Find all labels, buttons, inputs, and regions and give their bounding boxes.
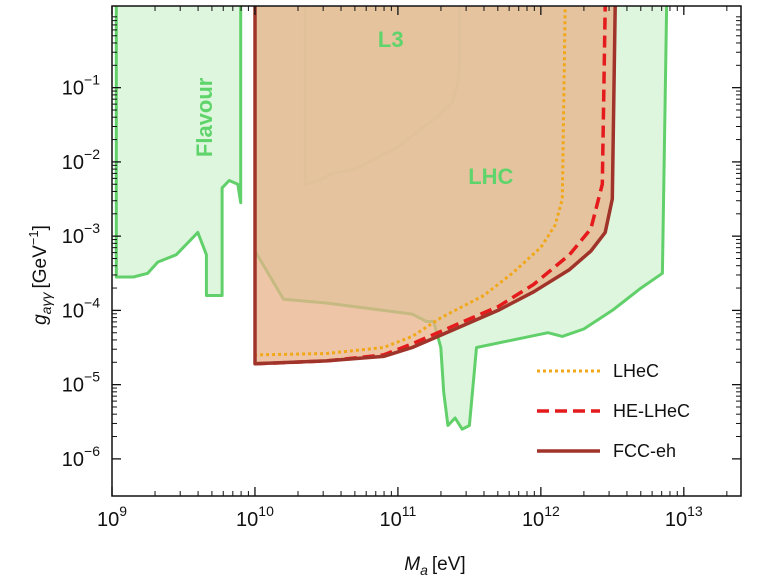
legend-label-he-lhec: HE-LHeC bbox=[613, 401, 690, 421]
y-tick-label: 10−5 bbox=[62, 369, 100, 397]
plot-frame bbox=[111, 5, 742, 497]
legend-label-fcc-eh: FCC-eh bbox=[613, 441, 676, 461]
x-tick-label: 1010 bbox=[236, 503, 274, 531]
y-tick-label: 10−3 bbox=[62, 220, 100, 248]
x-tick-label: 1012 bbox=[522, 503, 560, 531]
region-label-l3: L3 bbox=[378, 27, 404, 52]
region-label-lhc: LHC bbox=[468, 164, 513, 189]
x-tick-label: 1013 bbox=[665, 503, 703, 531]
region-labels: Flavour L3 LHC bbox=[192, 27, 513, 189]
y-tick-label: 10−1 bbox=[62, 72, 100, 100]
curve-lhec bbox=[253, 6, 567, 357]
sensitivity-curves bbox=[253, 6, 617, 366]
axis-ticks: 109 1010 1011 1012 1013 10−1 10−2 10−3 10−4 10−5 1… bbox=[62, 6, 741, 531]
region-flavour bbox=[114, 6, 243, 297]
x-axis-title: Ma [eV] bbox=[404, 554, 465, 578]
x-tick-label: 109 bbox=[97, 503, 127, 531]
y-tick-label: 10−6 bbox=[62, 443, 100, 471]
y-axis-title: gaγγ[GeV−1] bbox=[26, 225, 54, 325]
x-tick-label: 1011 bbox=[380, 503, 417, 531]
curve-fcc-eh bbox=[253, 6, 617, 366]
legend-label-lhec: LHeC bbox=[613, 361, 659, 381]
fcc-eh-fill bbox=[255, 6, 616, 364]
region-label-flavour: Flavour bbox=[192, 77, 217, 157]
fcc-eh-region bbox=[255, 6, 616, 364]
legend: LHeC HE-LHeC FCC-eh bbox=[537, 361, 690, 461]
plot-area: Flavour L3 LHC bbox=[114, 6, 669, 431]
y-tick-label: 10−2 bbox=[62, 146, 100, 174]
y-tick-label: 10−4 bbox=[62, 294, 100, 322]
